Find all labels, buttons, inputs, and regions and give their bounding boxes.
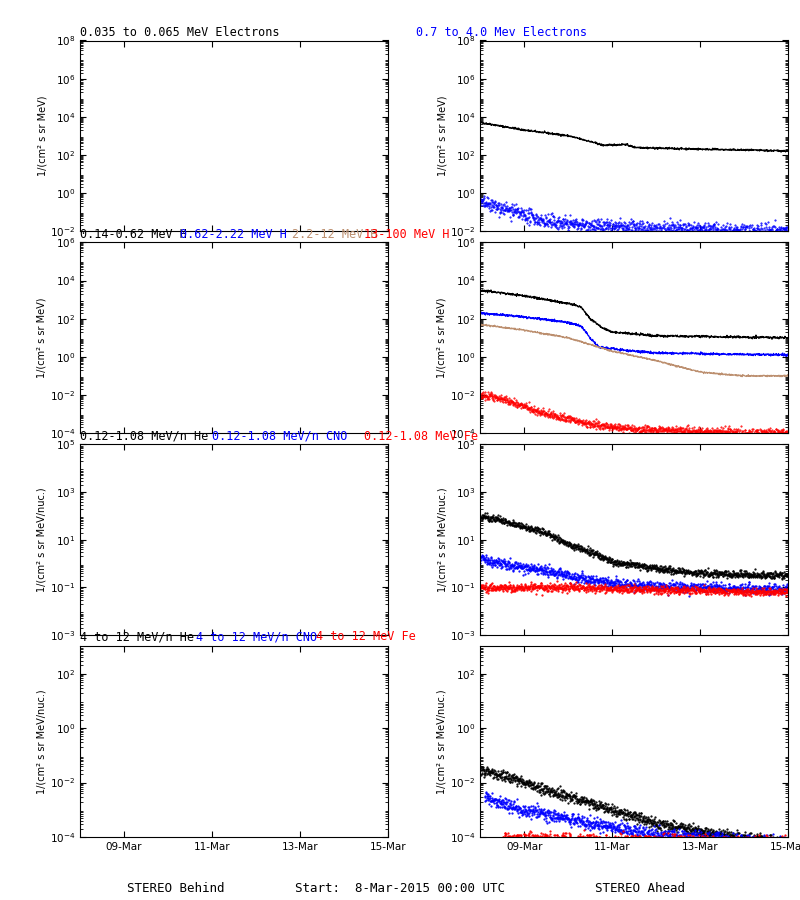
Text: 0.12-1.08 MeV/n CNO: 0.12-1.08 MeV/n CNO	[212, 430, 347, 443]
Y-axis label: 1/(cm² s sr MeV/nuc.): 1/(cm² s sr MeV/nuc.)	[437, 488, 447, 592]
Text: 0.7 to 4.0 Mev Electrons: 0.7 to 4.0 Mev Electrons	[416, 26, 587, 39]
Text: 4 to 12 MeV/n He: 4 to 12 MeV/n He	[80, 631, 194, 644]
Text: 0.12-1.08 MeV Fe: 0.12-1.08 MeV Fe	[364, 430, 478, 443]
Text: 0.14-0.62 MeV H: 0.14-0.62 MeV H	[80, 229, 187, 241]
Text: Start:  8-Mar-2015 00:00 UTC: Start: 8-Mar-2015 00:00 UTC	[295, 883, 505, 896]
Y-axis label: 1/(cm² s sr MeV/nuc.): 1/(cm² s sr MeV/nuc.)	[37, 488, 47, 592]
Y-axis label: 1/(cm² s sr MeV): 1/(cm² s sr MeV)	[437, 298, 447, 378]
Text: STEREO Ahead: STEREO Ahead	[595, 883, 685, 896]
Text: 4 to 12 MeV Fe: 4 to 12 MeV Fe	[316, 631, 416, 644]
Y-axis label: 1/(cm² s sr MeV/nuc.): 1/(cm² s sr MeV/nuc.)	[37, 689, 46, 794]
Y-axis label: 1/(cm² s sr MeV): 1/(cm² s sr MeV)	[37, 298, 46, 378]
Y-axis label: 1/(cm² s sr MeV): 1/(cm² s sr MeV)	[37, 95, 47, 176]
Text: STEREO Behind: STEREO Behind	[127, 883, 225, 896]
Text: 0.12-1.08 MeV/n He: 0.12-1.08 MeV/n He	[80, 430, 208, 443]
Text: 13-100 MeV H: 13-100 MeV H	[364, 229, 450, 241]
Text: 2.2-12 MeV H: 2.2-12 MeV H	[292, 229, 378, 241]
Y-axis label: 1/(cm² s sr MeV): 1/(cm² s sr MeV)	[438, 95, 447, 176]
Text: 4 to 12 MeV/n CNO: 4 to 12 MeV/n CNO	[196, 631, 317, 644]
Text: 0.035 to 0.065 MeV Electrons: 0.035 to 0.065 MeV Electrons	[80, 26, 279, 39]
Text: 0.62-2.22 MeV H: 0.62-2.22 MeV H	[180, 229, 287, 241]
Y-axis label: 1/(cm² s sr MeV/nuc.): 1/(cm² s sr MeV/nuc.)	[437, 689, 447, 794]
